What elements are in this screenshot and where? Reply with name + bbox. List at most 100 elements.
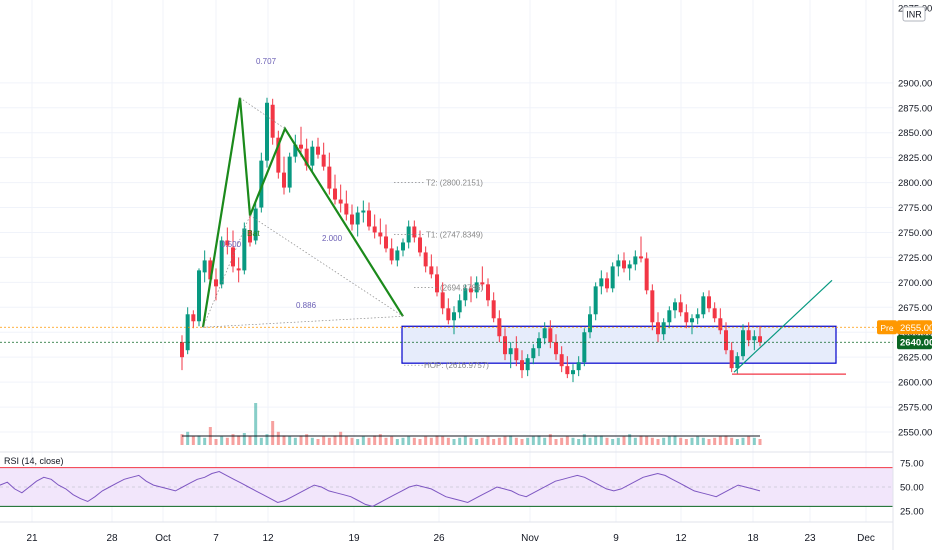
price-tick-label: 2800.00 xyxy=(898,178,932,189)
volume-bar xyxy=(673,435,677,445)
candle-body xyxy=(321,154,326,167)
volume-bar xyxy=(412,437,416,445)
candle-body xyxy=(582,332,587,363)
volume-bar xyxy=(271,421,275,445)
price-tick-label: 2550.00 xyxy=(898,428,932,439)
harmonic-pattern[interactable]: 0.707 0.500 0.886 2.000 Bat T2: (2800.2151) T1… xyxy=(201,57,489,370)
volume-bar xyxy=(690,437,694,445)
pattern-zone[interactable] xyxy=(401,325,837,364)
volume-bar xyxy=(186,431,190,445)
volume-bar xyxy=(758,439,762,445)
volume-bar xyxy=(605,437,609,445)
volume-bar xyxy=(730,437,734,445)
target-label: (2694.8786) xyxy=(440,283,483,292)
candle-body xyxy=(423,252,428,267)
candle-body xyxy=(712,308,717,319)
volume-bar xyxy=(599,435,603,445)
candle-body xyxy=(287,156,292,188)
volume-bar xyxy=(537,435,541,445)
volume-bar xyxy=(435,435,439,445)
volume-bar xyxy=(611,439,615,445)
volume-bar xyxy=(384,437,388,445)
candle-body xyxy=(497,318,502,337)
candle-body xyxy=(701,296,706,315)
candle-body xyxy=(559,354,564,367)
candle-body xyxy=(248,230,252,243)
volume-bar xyxy=(288,436,292,445)
volume-bar xyxy=(713,437,717,445)
target-label: HOP: (2616.9757) xyxy=(424,361,489,370)
xb-ratio-line xyxy=(202,215,251,328)
volume-bar xyxy=(588,437,592,445)
volume-bar xyxy=(735,439,739,445)
price-tick-label: 2600.00 xyxy=(898,378,932,389)
pattern-zone-box xyxy=(401,325,837,364)
candle-body xyxy=(593,286,598,315)
candle-body xyxy=(514,348,519,361)
volume-bar xyxy=(526,437,530,445)
volume-bar xyxy=(463,436,467,445)
price-axis[interactable]: 2975.002900.002875.002850.002825.002800.… xyxy=(877,3,932,439)
volume-bar xyxy=(293,437,297,445)
volume-bar xyxy=(701,437,705,445)
candle-body xyxy=(202,260,207,273)
pre-tag xyxy=(877,320,897,335)
candle-body xyxy=(333,188,337,200)
volume-bar xyxy=(645,436,649,445)
price-tick-label: 2575.00 xyxy=(898,403,932,414)
candle-body xyxy=(191,314,196,322)
candle-body xyxy=(440,292,445,309)
volume-bar xyxy=(441,436,445,445)
volume-bar xyxy=(361,436,365,445)
time-tick-label: 26 xyxy=(433,533,445,544)
time-tick-label: 12 xyxy=(262,533,274,544)
volume-bar xyxy=(577,439,581,445)
volume-bars xyxy=(180,403,762,445)
volume-bar xyxy=(316,439,320,445)
candle-body xyxy=(690,318,694,323)
candle-body xyxy=(707,296,711,309)
candle-body xyxy=(588,314,592,333)
target-label: T2: (2800.2151) xyxy=(426,178,483,187)
candle-body xyxy=(735,356,740,369)
candle-body xyxy=(355,212,360,225)
volume-bar xyxy=(633,437,637,445)
volume-bar xyxy=(225,437,229,445)
volume-bar xyxy=(310,437,314,445)
candle-body xyxy=(548,328,553,343)
volume-bar xyxy=(197,435,201,445)
volume-bar xyxy=(718,436,722,445)
candle-body xyxy=(372,226,377,233)
candle-body xyxy=(327,166,332,189)
candles xyxy=(0,97,893,383)
time-tick-label: 18 xyxy=(747,533,759,544)
volume-bar xyxy=(724,435,728,445)
bd-ratio-line xyxy=(249,215,404,317)
volume-bar xyxy=(514,437,518,445)
target-label: T1: (2747.8349) xyxy=(426,231,483,240)
volume-bar xyxy=(554,439,558,445)
time-axis[interactable]: 21 28 Oct 7 12 19 26 Nov 9 12 18 23 Dec xyxy=(26,533,874,544)
currency-label: INR xyxy=(906,10,922,20)
candle-body xyxy=(729,350,734,369)
candle-body xyxy=(180,342,184,358)
candle-body xyxy=(520,360,524,371)
rsi-title: RSI (14, close) xyxy=(4,456,64,466)
candle-body xyxy=(401,242,405,251)
volume-bar xyxy=(282,435,286,445)
volume-bar xyxy=(622,436,626,445)
volume-bar xyxy=(401,437,405,445)
candle-body xyxy=(219,240,224,285)
candle-body xyxy=(418,237,422,253)
time-tick-label: 12 xyxy=(675,533,687,544)
time-tick-label: 7 xyxy=(213,533,219,544)
last-price-value: 2640.00 xyxy=(900,338,932,349)
time-tick-label: 21 xyxy=(26,533,38,544)
volume-bar xyxy=(339,431,343,445)
trend-line xyxy=(733,279,833,373)
candle-body xyxy=(463,288,468,301)
candle-body xyxy=(197,270,201,322)
candle-body xyxy=(542,328,547,339)
currency-badge[interactable]: INR xyxy=(902,6,926,22)
